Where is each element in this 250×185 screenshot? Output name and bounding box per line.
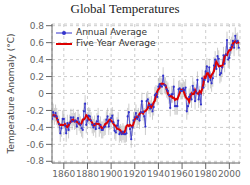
svg-text:0.2: 0.2 [30, 72, 44, 82]
svg-text:0.8: 0.8 [30, 21, 45, 31]
svg-text:-0.8: -0.8 [26, 156, 44, 166]
svg-text:1880: 1880 [76, 169, 99, 179]
svg-text:1960: 1960 [171, 169, 194, 179]
svg-text:0: 0 [38, 89, 44, 99]
svg-text:1900: 1900 [100, 169, 123, 179]
html-text:Global Temperatures: Global Temperatures [70, 1, 180, 16]
svg-text:-0.4: -0.4 [26, 123, 44, 133]
html-text:Annual Average: Annual Average [76, 27, 148, 37]
svg-text:2000: 2000 [218, 169, 241, 179]
svg-text:1940: 1940 [147, 169, 170, 179]
svg-text:0.6: 0.6 [30, 38, 45, 48]
svg-text:1860: 1860 [52, 169, 75, 179]
svg-text:0.4: 0.4 [30, 55, 45, 65]
svg-text:-0.2: -0.2 [26, 106, 44, 116]
html-text:Five Year Average: Five Year Average [76, 38, 156, 48]
svg-text:1980: 1980 [194, 169, 217, 179]
svg-text:Temperature Anomaly (°C): Temperature Anomaly (°C) [8, 33, 16, 154]
svg-text:-0.6: -0.6 [26, 140, 44, 150]
svg-text:1920: 1920 [123, 169, 146, 179]
